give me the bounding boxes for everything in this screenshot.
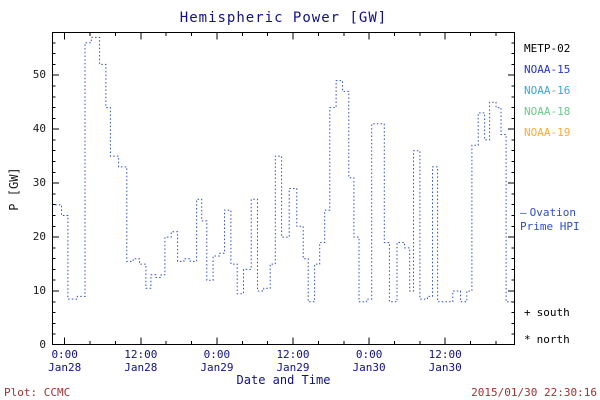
south-marker-label: south	[536, 306, 570, 319]
ovation-label-line2: Prime HPI	[520, 220, 580, 233]
x-tick-label: 0:00 Jan30	[352, 348, 386, 375]
y-axis-tick-labels: 0 10 20 30 40 50	[8, 32, 46, 351]
x-tick-label: 12:00 Jan28	[124, 348, 158, 375]
y-tick-label: 40	[32, 122, 46, 136]
y-tick-label: 20	[32, 230, 46, 244]
y-tick-label: 50	[32, 68, 46, 82]
plus-marker-symbol: +	[524, 306, 531, 319]
y-tick-label: 10	[32, 284, 46, 298]
ovation-prime-hpi-legend: – Ovation Prime HPI	[520, 206, 580, 234]
legend-satellite-noaa-16: NOAA-16	[524, 84, 571, 97]
south-marker-note: + south	[524, 306, 570, 319]
y-tick-label: 0	[39, 338, 46, 351]
north-marker-label: north	[536, 333, 570, 346]
plot-canvas	[52, 32, 515, 346]
y-tick-label: 30	[32, 176, 46, 190]
north-marker-note: * north	[524, 333, 570, 346]
chart-title: Hemispheric Power [GW]	[179, 10, 388, 26]
x-axis-tick-labels: 0:00 Jan28 12:00 Jan28 0:00 Jan29 12:00 Jan29 0:…	[48, 348, 515, 376]
x-tick-label: 0:00 Jan28	[48, 348, 82, 375]
plot-source-label: Plot: CCMC	[4, 386, 71, 399]
legend-satellite-noaa-19: NOAA-19	[524, 126, 571, 139]
satellite-legend: METP-02 NOAA-15 NOAA-16 NOAA-18 NOAA-19	[524, 38, 570, 143]
ovation-legend-line1: – Ovation	[520, 206, 580, 220]
legend-satellite-noaa-18: NOAA-18	[524, 105, 571, 118]
plot-timestamp: 2015/01/30 22:30:16	[471, 386, 597, 399]
x-tick-label: 12:00 Jan29	[276, 348, 310, 375]
legend-satellite-metp-02: METP-02	[524, 42, 571, 55]
hpi-line-style-dash: –	[520, 206, 527, 219]
legend-satellite-noaa-15: NOAA-15	[524, 63, 571, 76]
x-tick-label: 0:00 Jan29	[200, 348, 234, 375]
x-tick-label: 12:00 Jan30	[428, 348, 462, 375]
x-axis-label: Date and Time	[236, 373, 331, 387]
asterisk-marker-symbol: *	[524, 333, 531, 346]
ovation-label-line1: Ovation	[529, 206, 576, 219]
